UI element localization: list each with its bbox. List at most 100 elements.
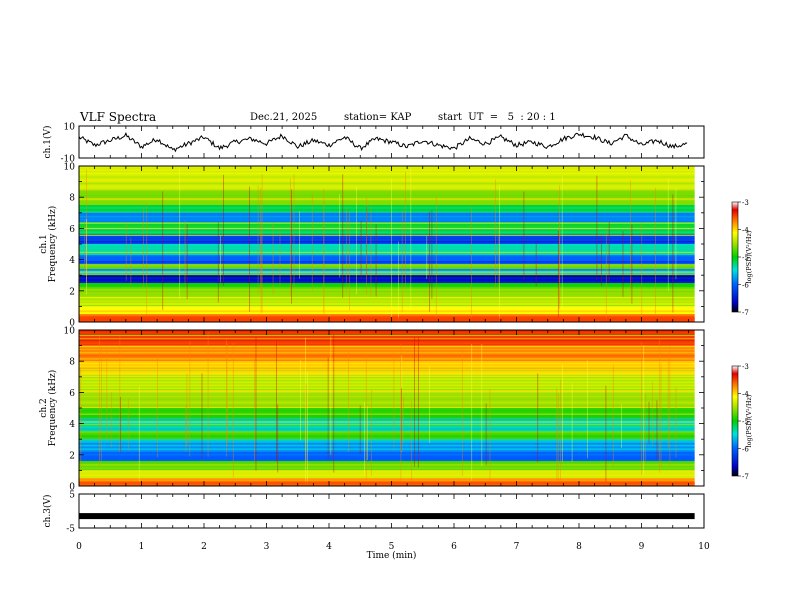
- ch2-spec-colorbar-tick-label: -7: [742, 473, 749, 481]
- ch1-spec-band-strip: [79, 201, 695, 204]
- ch2-spec-ylabel: Frequency (kHz): [47, 370, 58, 447]
- ch2-spec-colorbar-tick-label: -4: [742, 391, 749, 399]
- ch1-wave-ytick-label: -10: [61, 155, 76, 165]
- ch1-spec-band-strip: [79, 225, 695, 227]
- ch3-wave-frame: [78, 493, 705, 529]
- ch1-spec-band-strip: [79, 186, 695, 188]
- ch2-spec-band-strip: [79, 330, 695, 332]
- ch1-spec-ytick-label: 0: [69, 319, 75, 329]
- ch1-wave-ytick-label: 10: [64, 123, 76, 133]
- x-tick-label: 9: [639, 542, 645, 552]
- ch2-spec-colorbar: [731, 365, 739, 477]
- ch2-spec-band-strip: [79, 431, 695, 434]
- ch1-spec-ylabel: Frequency (kHz): [47, 206, 58, 283]
- chart-title: VLF Spectra: [80, 110, 157, 124]
- ch2-spec-ytick-label: 4: [69, 420, 75, 430]
- ch1-spec-ylabel: ch.1: [39, 234, 49, 253]
- ch2-spec-colorbar-label: log(PSD)(V²/Hz): [745, 394, 753, 447]
- ch2-spec-band-strip: [79, 370, 695, 373]
- ch1-waveform-line: [78, 132, 688, 153]
- ch2-spec-band-strip: [79, 470, 695, 473]
- ch1-spec-band-strip: [79, 297, 695, 299]
- ch2-spec-lf-band: [79, 481, 695, 486]
- ch2-spec-band-strip: [79, 389, 695, 391]
- x-tick-label: 0: [76, 542, 82, 552]
- ch2-spec-heatmap: [79, 330, 695, 486]
- ch1-spec-ytick-label: 8: [69, 194, 75, 204]
- ch1-spec-band-strip: [79, 172, 695, 175]
- ch1-spec-heatmap: [79, 166, 695, 322]
- ch1-spec-band-strip: [79, 314, 695, 317]
- ch3-wave-ytick-label: -5: [66, 525, 75, 535]
- ch1-spec-band-strip: [79, 169, 695, 172]
- ch1-spec-ytick-label: 2: [69, 287, 75, 297]
- ch2-spec-band-strip: [79, 401, 695, 404]
- ch2-spec-band-strip: [79, 348, 695, 351]
- ch2-spec-band-strip: [79, 336, 695, 338]
- ch2-spec-band-strip: [79, 467, 695, 469]
- ch2-spec-band-strip: [79, 398, 695, 401]
- ch1-spec-band-strip: [79, 306, 695, 309]
- ch1-spec-band-strip: [79, 176, 695, 178]
- ch2-spec-band-strip: [79, 457, 695, 460]
- ch2-spec-ylabel: ch.2: [39, 398, 49, 417]
- ch2-spec-band-strip: [79, 339, 695, 341]
- ch1-spec-band-strip: [79, 268, 695, 271]
- ch2-spec-band-strip: [79, 446, 695, 449]
- ch1-spec-band-strip: [79, 205, 695, 207]
- ch1-spec-band-strip: [79, 228, 695, 230]
- ch1-spec-band-strip: [79, 182, 695, 185]
- ch1-spec-band-strip: [79, 264, 695, 267]
- x-tick-label: 8: [576, 542, 582, 552]
- ch2-spec-band-strip: [79, 442, 695, 445]
- station-label: station= KAP: [344, 112, 412, 123]
- x-tick-label: 10: [698, 542, 710, 552]
- ch1-spec-band-strip: [79, 272, 695, 274]
- ch3-wave-ylabel: ch.3(V): [42, 495, 53, 528]
- ch1-spec-colorbar-label: log(PSD)(V²/Hz): [745, 230, 753, 283]
- ch2-spec-band-strip: [79, 439, 695, 442]
- ch2-spec-band-strip: [79, 373, 695, 376]
- ch2-spec-band-strip: [79, 428, 695, 430]
- ch1-spec-band-strip: [79, 198, 695, 201]
- ch2-spec-band-strip: [79, 408, 695, 410]
- ch1-spec-band-strip: [79, 208, 695, 211]
- ch1-spec-band-strip: [79, 303, 695, 305]
- ch2-spec-band-strip: [79, 461, 695, 463]
- ch1-spec-colorbar-tick-label: -5: [742, 254, 749, 262]
- ch2-spec-colorbar-tick-label: -5: [742, 418, 749, 426]
- ch2-spec-band-strip: [79, 367, 695, 369]
- ch2-spec-band-strip: [79, 418, 695, 421]
- ch2-spec-band-strip: [79, 392, 695, 394]
- ch1-spec-band-strip: [79, 237, 695, 240]
- ch1-spec-ytick-label: 10: [64, 163, 76, 173]
- ch1-spec-colorbar-tick-label: -3: [742, 199, 749, 207]
- ch2-spec-ytick-label: 8: [69, 358, 75, 368]
- ch2-spec-ytick-label: 0: [69, 483, 75, 493]
- ch2-spec-band-strip: [79, 464, 695, 466]
- ch1-spec-band-strip: [79, 287, 695, 290]
- ch1-spec-band-strip: [79, 310, 695, 313]
- x-axis-label: Time (min): [367, 550, 417, 561]
- date-label: Dec.21, 2025: [250, 112, 318, 123]
- ch2-spec-band-strip: [79, 342, 695, 345]
- ch1-spec-band-strip: [79, 192, 695, 195]
- ch1-wave-ylabel: ch.1(V): [42, 126, 53, 159]
- ch1-spec-ytick-label: 4: [69, 256, 75, 266]
- start-time-label: start UT = 5 : 20 : 1: [438, 112, 556, 123]
- ch2-spec-band-strip: [79, 333, 695, 335]
- x-tick-label: 6: [451, 542, 457, 552]
- ch2-spec-band-strip: [79, 386, 695, 388]
- ch2-spec-band-strip: [79, 358, 695, 360]
- ch1-spec-band-strip: [79, 215, 695, 218]
- ch2-spec-band-strip: [79, 415, 695, 418]
- ch1-spec-band-strip: [79, 247, 695, 250]
- ch1-spec-band-strip: [79, 290, 695, 293]
- ch1-spec-band-strip: [79, 219, 695, 221]
- ch2-spec-band-strip: [79, 364, 695, 366]
- ch1-spec-band-strip: [79, 231, 695, 234]
- ch1-spec-band: [79, 212, 695, 223]
- ch2-spec-colorbar-tick-label: -6: [742, 446, 749, 454]
- ch2-spec-band-strip: [79, 361, 695, 363]
